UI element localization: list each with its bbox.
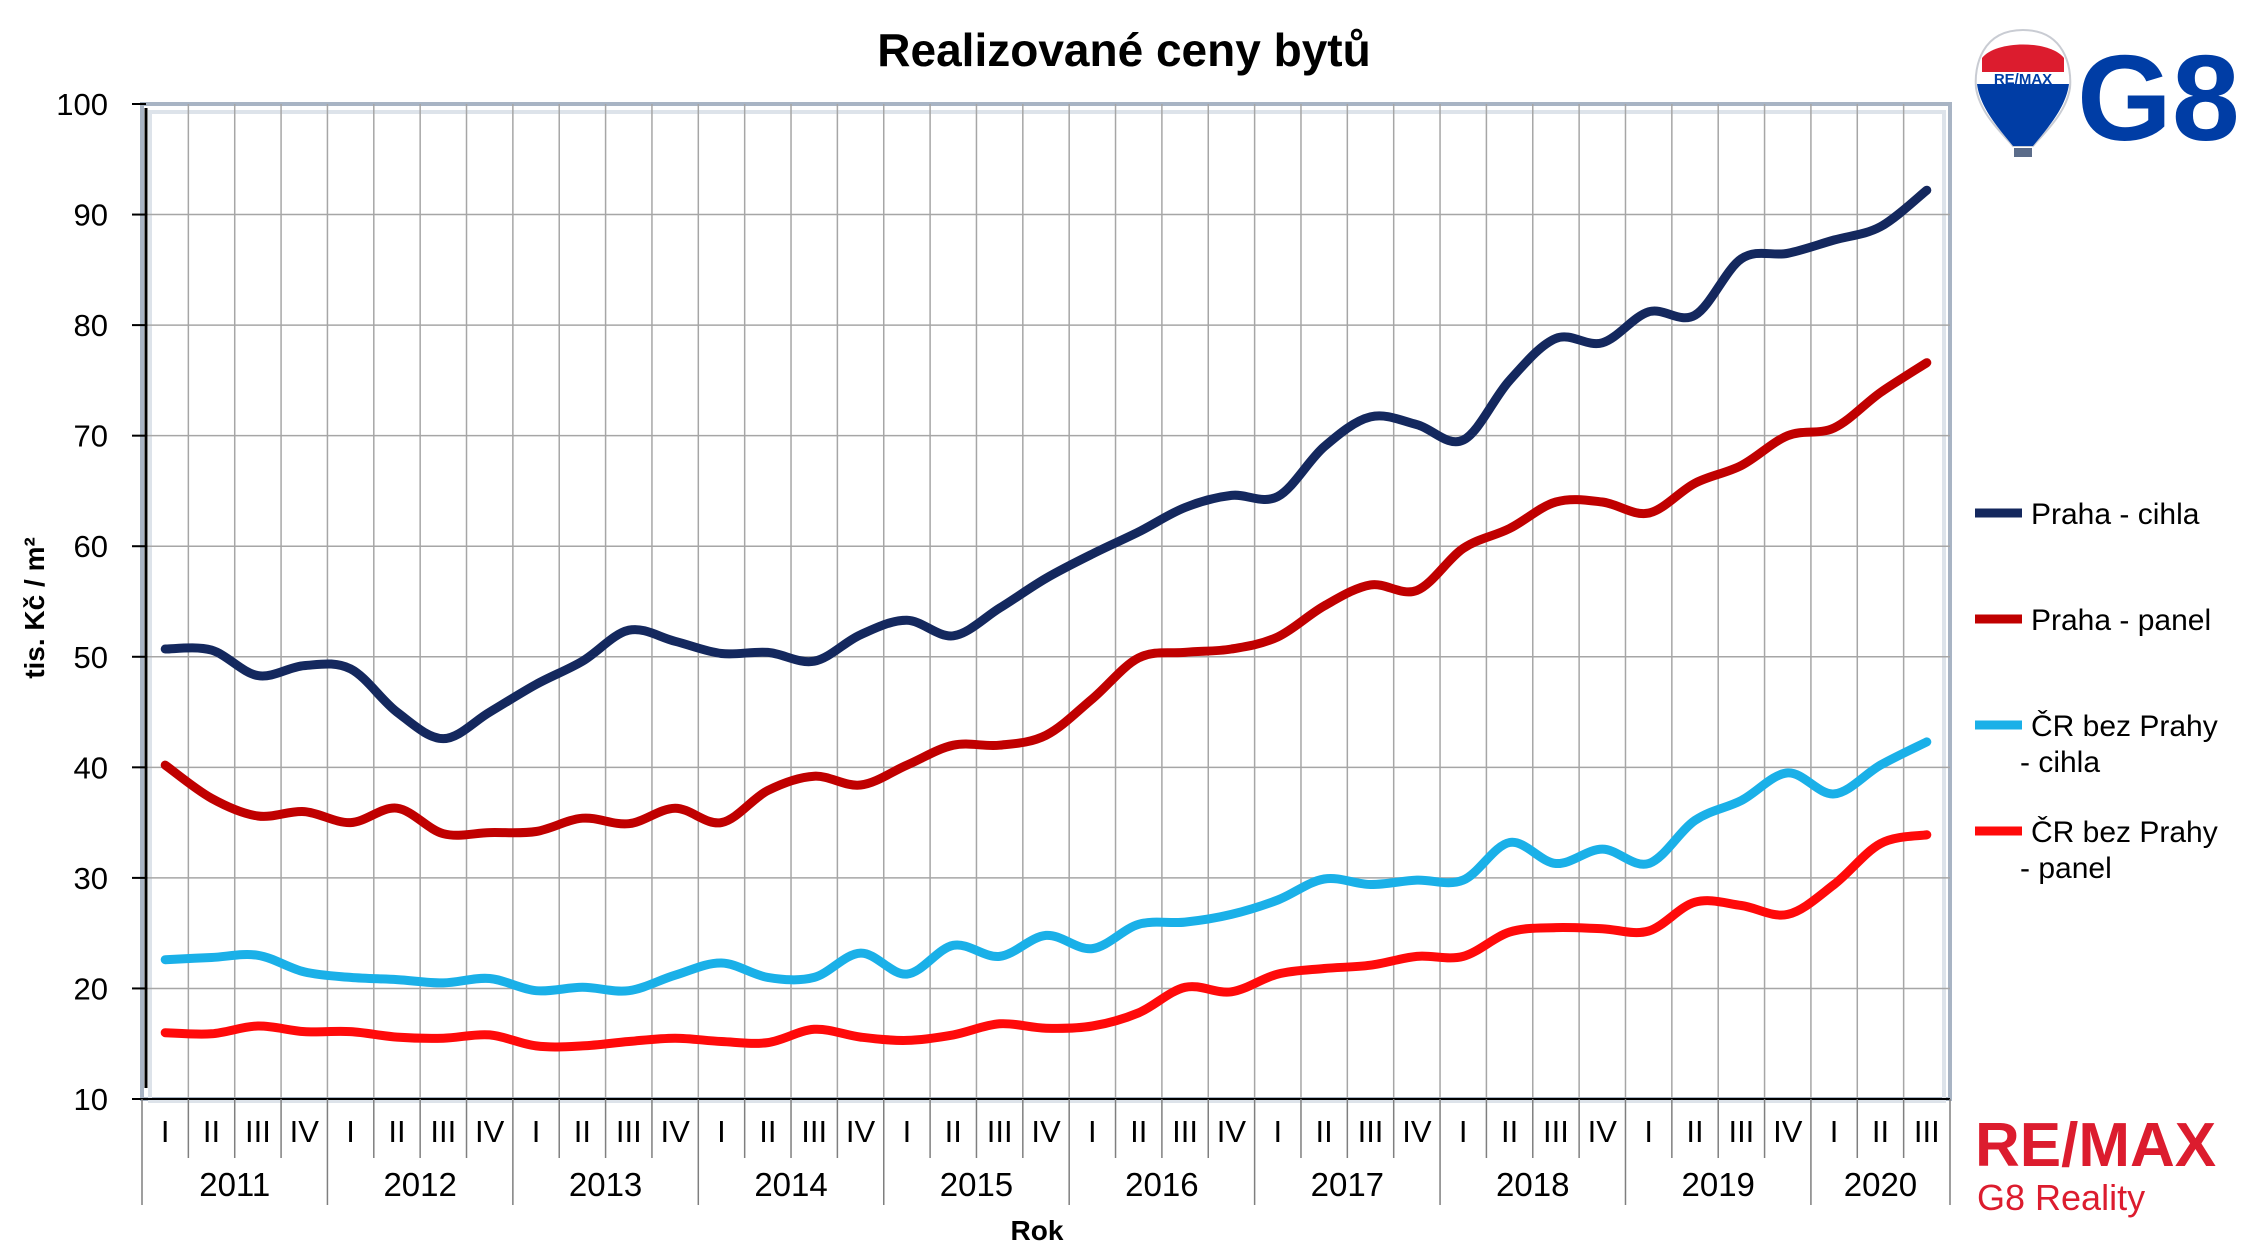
remax-balloon-logo: RE/MAX bbox=[1974, 28, 2072, 157]
x-quarter-label: II bbox=[945, 1114, 962, 1149]
x-year-label: 2016 bbox=[1125, 1166, 1198, 1203]
legend-label: Praha - panel bbox=[2031, 604, 2211, 637]
x-axis-category-table bbox=[141, 1098, 1951, 1205]
y-tick-label: 50 bbox=[74, 640, 108, 675]
x-year-label: 2013 bbox=[569, 1166, 642, 1203]
legend-item-praha-cihla: Praha - cihla bbox=[1975, 498, 2200, 531]
x-quarter-label: I bbox=[717, 1114, 726, 1149]
legend-label-line2: - cihla bbox=[2020, 746, 2100, 779]
x-quarter-label: III bbox=[801, 1114, 827, 1149]
x-year-label: 2017 bbox=[1311, 1166, 1384, 1203]
x-quarter-label: II bbox=[1130, 1114, 1147, 1149]
balloon-red-band bbox=[1982, 44, 2064, 72]
x-quarter-label: IV bbox=[846, 1114, 876, 1149]
x-quarter-label: I bbox=[161, 1114, 170, 1149]
balloon-text: RE/MAX bbox=[1994, 71, 2052, 88]
series-praha-cihla bbox=[160, 185, 1932, 744]
x-quarter-label: III bbox=[1172, 1114, 1198, 1149]
x-quarter-label: IV bbox=[475, 1114, 505, 1149]
x-quarter-label: III bbox=[987, 1114, 1013, 1149]
x-quarter-label: II bbox=[1501, 1114, 1518, 1149]
x-quarter-label: I bbox=[1088, 1114, 1097, 1149]
x-axis-year-labels: 2011 2012 2013 2014 2015 2016 2017 2018 2019 2020 bbox=[199, 1166, 1917, 1203]
legend: Praha - cihla Praha - panel ČR bez Prahy… bbox=[1975, 498, 2218, 885]
y-tick-label: 70 bbox=[74, 419, 108, 454]
y-axis-ticks: 10 20 30 40 50 60 70 80 90 100 bbox=[56, 87, 146, 1117]
legend-item-cr-cihla: ČR bez Prahy - cihla bbox=[1975, 709, 2218, 779]
remax-logo: RE/MAX bbox=[1975, 1111, 2216, 1180]
x-quarter-label: II bbox=[1686, 1114, 1703, 1149]
series-praha-panel bbox=[160, 358, 1932, 840]
x-quarter-label: IV bbox=[1217, 1114, 1247, 1149]
y-tick-label: 80 bbox=[74, 308, 108, 343]
y-tick-label: 20 bbox=[74, 971, 108, 1006]
g8-logo: G8 bbox=[2077, 30, 2240, 166]
x-quarter-label: I bbox=[532, 1114, 541, 1149]
x-quarter-label: I bbox=[346, 1114, 355, 1149]
x-quarter-label: II bbox=[1872, 1114, 1889, 1149]
x-quarter-label: IV bbox=[660, 1114, 690, 1149]
x-quarter-label: IV bbox=[290, 1114, 320, 1149]
x-quarter-label: II bbox=[759, 1114, 776, 1149]
x-year-label: 2018 bbox=[1496, 1166, 1569, 1203]
plot-frame bbox=[140, 102, 1952, 1103]
x-quarter-label: III bbox=[245, 1114, 271, 1149]
legend-label: ČR bez Prahy bbox=[2031, 815, 2218, 849]
x-quarter-label: III bbox=[1543, 1114, 1569, 1149]
x-year-label: 2012 bbox=[383, 1166, 456, 1203]
x-quarter-label: III bbox=[1358, 1114, 1384, 1149]
x-quarter-label: II bbox=[574, 1114, 591, 1149]
x-quarter-label: III bbox=[1914, 1114, 1940, 1149]
x-quarter-label: IV bbox=[1588, 1114, 1618, 1149]
legend-item-cr-panel: ČR bez Prahy - panel bbox=[1975, 815, 2218, 885]
vertical-gridlines bbox=[187, 104, 1905, 1099]
x-quarter-label: II bbox=[203, 1114, 220, 1149]
series-cr-cihla bbox=[160, 737, 1932, 996]
x-quarter-label: IV bbox=[1031, 1114, 1061, 1149]
x-quarter-label: I bbox=[1273, 1114, 1282, 1149]
x-year-label: 2020 bbox=[1844, 1166, 1917, 1203]
legend-label-line2: - panel bbox=[2020, 852, 2112, 885]
x-quarter-label: I bbox=[903, 1114, 912, 1149]
chart-title: Realizované ceny bytů bbox=[877, 24, 1370, 76]
plot-area bbox=[140, 102, 1952, 1101]
series-layer bbox=[160, 185, 1932, 1052]
x-quarter-label: IV bbox=[1402, 1114, 1432, 1149]
y-tick-label: 30 bbox=[74, 861, 108, 896]
x-quarter-label: III bbox=[1728, 1114, 1754, 1149]
y-tick-label: 40 bbox=[74, 750, 108, 785]
x-year-label: 2015 bbox=[940, 1166, 1013, 1203]
x-quarter-label: III bbox=[616, 1114, 642, 1149]
legend-item-praha-panel: Praha - panel bbox=[1975, 604, 2211, 637]
x-quarter-label: I bbox=[1830, 1114, 1839, 1149]
y-tick-label: 10 bbox=[74, 1082, 108, 1117]
y-axis-title: tis. Kč / m² bbox=[19, 537, 50, 679]
remax-subtitle: G8 Reality bbox=[1977, 1177, 2145, 1218]
legend-label: ČR bez Prahy bbox=[2031, 709, 2218, 743]
plot-shadow bbox=[148, 110, 1946, 1103]
x-quarter-label: I bbox=[1644, 1114, 1653, 1149]
series-cr-panel bbox=[160, 830, 1932, 1052]
x-quarter-label: III bbox=[430, 1114, 456, 1149]
x-quarter-label: II bbox=[1316, 1114, 1333, 1149]
horizontal-gridlines bbox=[142, 213, 1950, 990]
x-quarter-label: II bbox=[388, 1114, 405, 1149]
x-quarter-label: IV bbox=[1773, 1114, 1803, 1149]
y-tick-label: 100 bbox=[56, 87, 108, 122]
x-year-label: 2011 bbox=[199, 1166, 270, 1203]
y-tick-label: 90 bbox=[74, 198, 108, 233]
x-axis-quarter-labels: I II III IV I II III IV I II III IV I II III IV I II III IV… bbox=[161, 1114, 1940, 1149]
x-axis-title: Rok bbox=[1011, 1215, 1064, 1246]
balloon-blue-band bbox=[1977, 84, 2069, 146]
x-year-label: 2014 bbox=[754, 1166, 827, 1203]
x-year-label: 2019 bbox=[1681, 1166, 1754, 1203]
legend-label: Praha - cihla bbox=[2031, 498, 2200, 531]
x-quarter-label: I bbox=[1459, 1114, 1468, 1149]
y-tick-label: 60 bbox=[74, 529, 108, 564]
balloon-basket-icon bbox=[2014, 148, 2032, 157]
